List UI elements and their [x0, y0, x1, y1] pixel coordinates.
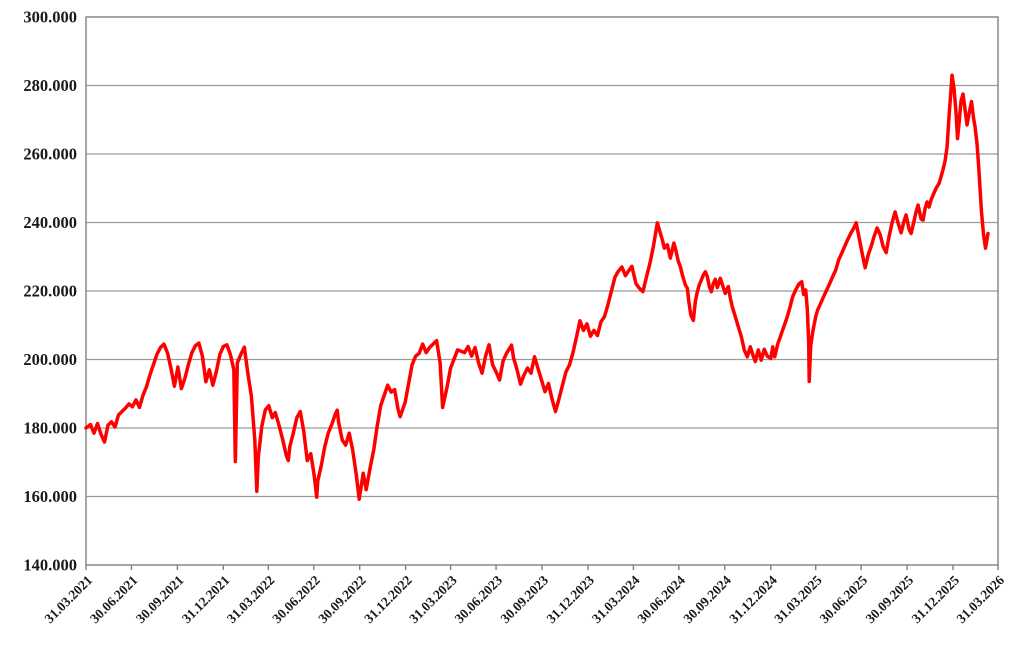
y-tick-label: 280.000 — [23, 76, 77, 95]
y-tick-label: 200.000 — [23, 350, 77, 369]
y-tick-label: 260.000 — [23, 145, 77, 164]
y-tick-label: 300.000 — [23, 8, 77, 27]
y-tick-label: 140.000 — [23, 556, 77, 575]
y-tick-label: 220.000 — [23, 282, 77, 301]
y-tick-label: 180.000 — [23, 419, 77, 438]
y-tick-label: 160.000 — [23, 487, 77, 506]
y-tick-label: 240.000 — [23, 213, 77, 232]
price-series-line — [84, 73, 990, 501]
